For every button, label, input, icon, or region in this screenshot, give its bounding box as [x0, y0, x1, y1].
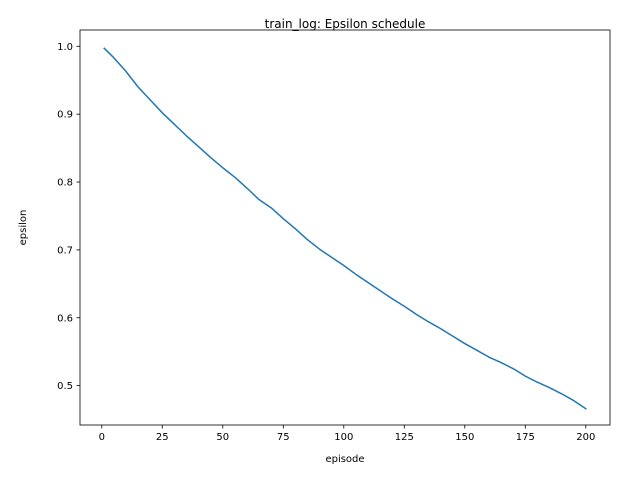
y-tick-label: 0.5	[57, 381, 73, 392]
y-tick-label: 0.7	[57, 245, 73, 256]
x-tick-label: 150	[455, 432, 474, 443]
x-tick-label: 50	[216, 432, 229, 443]
y-tick-label: 0.9	[57, 110, 73, 121]
x-axis-label: episode	[325, 454, 364, 465]
x-tick-label: 100	[334, 432, 353, 443]
y-tick-label: 0.6	[57, 313, 73, 324]
x-tick-label: 200	[576, 432, 595, 443]
x-tick-label: 125	[395, 432, 414, 443]
plot-area	[103, 47, 587, 410]
y-axis-ticks: 0.5 0.6 0.7 0.8 0.9 1.0	[57, 42, 80, 392]
x-tick-label: 0	[99, 432, 105, 443]
x-tick-label: 175	[516, 432, 535, 443]
x-tick-label: 25	[156, 432, 169, 443]
chart-title: train_log: Epsilon schedule	[265, 17, 426, 31]
y-tick-label: 0.8	[57, 178, 73, 189]
series-line-epsilon	[103, 47, 587, 410]
y-tick-label: 1.0	[57, 42, 73, 53]
x-tick-label: 75	[277, 432, 290, 443]
plot-frame	[79, 29, 611, 426]
x-axis-ticks: 0 25 50 75 100 125 150 175 200	[99, 425, 595, 443]
y-axis-label: epsilon	[18, 210, 29, 246]
